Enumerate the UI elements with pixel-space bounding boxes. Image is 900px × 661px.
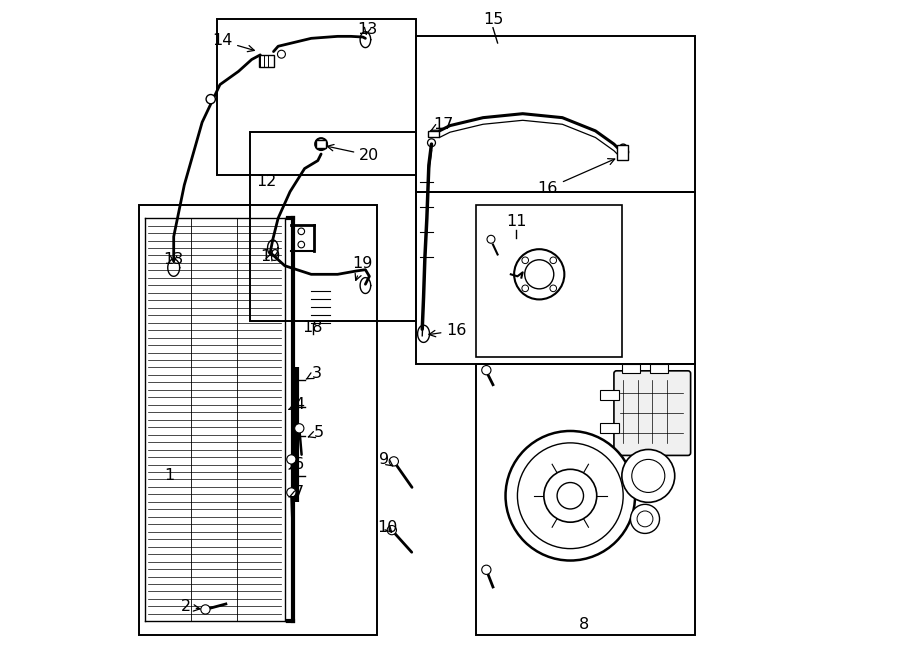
Circle shape [287,455,296,464]
Text: 20: 20 [328,145,380,163]
Circle shape [277,50,285,58]
Circle shape [550,285,556,292]
Bar [616,145,628,160]
Text: 16: 16 [537,159,615,196]
Text: 13: 13 [357,22,377,36]
Circle shape [522,285,528,292]
Bar [600,390,618,400]
Bar [140,205,377,635]
Text: 3: 3 [306,366,321,381]
Text: 1: 1 [164,469,175,483]
Text: 11: 11 [506,214,526,229]
Bar [416,192,695,364]
Text: 19: 19 [260,249,281,264]
Text: 15: 15 [482,13,503,27]
Text: 7: 7 [289,485,304,500]
Bar [259,55,274,67]
Circle shape [428,139,436,147]
Circle shape [206,95,215,104]
Circle shape [298,241,304,248]
Text: 9: 9 [379,452,392,467]
Bar [600,423,618,433]
Text: 8: 8 [579,617,589,632]
Circle shape [201,605,210,614]
Circle shape [294,424,304,433]
Circle shape [287,488,296,497]
Circle shape [550,257,556,264]
Circle shape [631,504,660,533]
Text: 5: 5 [309,426,324,440]
Text: 2: 2 [181,600,200,614]
Text: 14: 14 [212,34,255,52]
Circle shape [482,565,491,574]
Text: 10: 10 [377,520,398,535]
Bar [650,364,668,373]
Text: 4: 4 [289,397,304,412]
Text: 13: 13 [164,252,184,266]
Bar [217,19,416,175]
Circle shape [522,257,528,264]
Circle shape [389,457,399,466]
Bar [316,140,327,148]
Text: 17: 17 [430,117,454,132]
Circle shape [622,449,675,502]
Bar [428,131,439,137]
Circle shape [487,235,495,243]
Bar [622,364,641,373]
Text: 12: 12 [256,175,276,189]
Bar [476,205,622,357]
Text: 6: 6 [289,457,304,471]
FancyBboxPatch shape [614,371,690,455]
Bar [476,364,695,635]
Circle shape [544,469,597,522]
Circle shape [525,260,554,289]
Circle shape [506,431,635,561]
Text: 16: 16 [429,323,467,338]
Circle shape [518,443,623,549]
Circle shape [557,483,583,509]
Circle shape [315,138,327,150]
Text: 18: 18 [302,320,323,334]
Circle shape [387,525,397,535]
Circle shape [298,228,304,235]
Bar [250,132,416,321]
Circle shape [632,459,665,492]
Circle shape [514,249,564,299]
Text: 19: 19 [353,256,373,280]
Circle shape [637,511,652,527]
Circle shape [482,366,491,375]
Bar [416,36,695,192]
